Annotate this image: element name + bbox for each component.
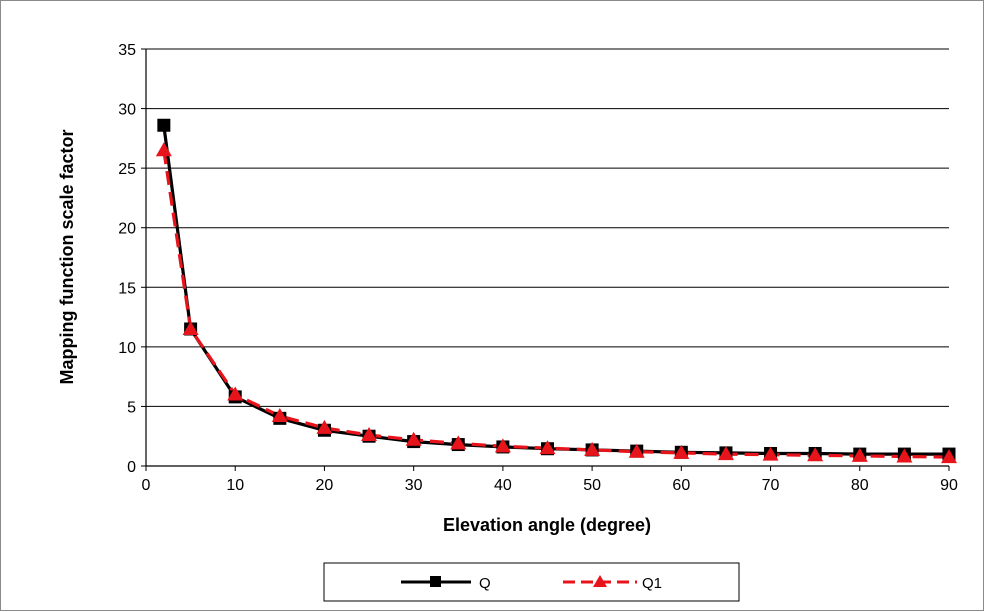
data-point-q1-25 [361, 427, 378, 442]
legend-q1-marker [593, 575, 607, 587]
x-tick-label-80: 80 [851, 477, 869, 494]
data-point-q1-10 [227, 386, 244, 401]
axes [145, 49, 949, 467]
x-tick-label-90: 90 [940, 477, 958, 494]
data-point-q1-90 [941, 449, 957, 464]
data-point-q1-20 [316, 419, 333, 434]
data-point-q1-65 [717, 446, 734, 461]
series-line-q [162, 125, 949, 456]
y-tick-label-25: 25 [118, 161, 136, 178]
data-point-q1-15 [271, 407, 288, 422]
x-tick-label-40: 40 [494, 477, 512, 494]
x-axis-title: Elevation angle (degree) [443, 515, 651, 535]
x-tick-labels: 0 10 20 30 40 50 60 70 80 90 [142, 466, 958, 494]
legend-box [323, 562, 740, 602]
legend-q-label: Q [479, 575, 491, 592]
data-point-q1-35 [450, 435, 467, 450]
data-point-q1-55 [628, 443, 645, 458]
y-tick-label-20: 20 [118, 221, 136, 238]
gridlines [146, 48, 949, 407]
data-point-q1-75 [807, 447, 824, 462]
y-tick-label-5: 5 [127, 399, 136, 416]
y-tick-label-30: 30 [118, 102, 136, 119]
x-tick-label-10: 10 [226, 477, 244, 494]
series-group [155, 118, 957, 464]
y-tick-label-15: 15 [118, 280, 136, 297]
x-tick-label-50: 50 [583, 477, 601, 494]
y-tick-label-0: 0 [127, 459, 136, 476]
legend-q1-label: Q1 [642, 575, 662, 592]
legend-item-q1: Q1 [563, 575, 662, 592]
data-point-q1-5 [182, 320, 199, 335]
data-point-q-2 [157, 118, 171, 132]
legend-item-q: Q [401, 575, 491, 592]
y-axis-title: Mapping function scale factor [57, 129, 77, 384]
data-point-q1-2 [155, 142, 172, 157]
y-tick-labels: 0 5 10 15 20 25 30 35 [118, 42, 146, 476]
legend-q-marker [430, 576, 441, 587]
data-point-q1-80 [851, 447, 868, 462]
data-point-q1-30 [405, 431, 422, 446]
data-point-q1-40 [494, 438, 511, 453]
x-tick-label-60: 60 [672, 477, 690, 494]
x-tick-label-20: 20 [316, 477, 334, 494]
y-tick-label-10: 10 [118, 340, 136, 357]
x-tick-label-70: 70 [762, 477, 780, 494]
data-point-q1-70 [762, 446, 779, 461]
data-point-q1-85 [896, 448, 913, 463]
legend: Q Q1 [323, 562, 740, 602]
y-tick-label-35: 35 [118, 42, 136, 59]
x-tick-label-30: 30 [405, 477, 423, 494]
x-tick-label-0: 0 [142, 477, 151, 494]
data-point-q1-50 [584, 441, 601, 456]
data-point-q1-60 [673, 444, 690, 459]
data-point-q1-45 [539, 440, 556, 455]
